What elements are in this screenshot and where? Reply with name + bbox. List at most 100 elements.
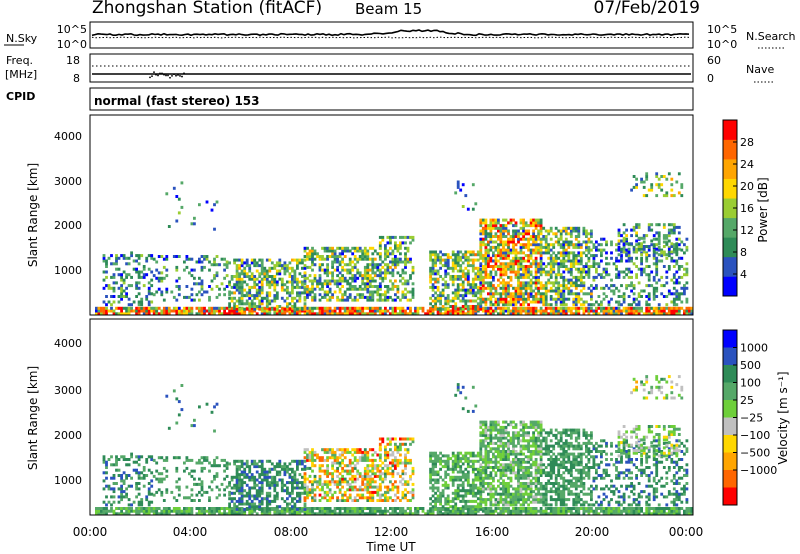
power-cell bbox=[502, 273, 505, 277]
power-cell bbox=[198, 309, 201, 313]
velocity-cell bbox=[160, 490, 164, 494]
power-cell bbox=[404, 309, 407, 313]
power-cell bbox=[529, 235, 533, 238]
noise-panel: N.Sky 10^5 10^0 10^5 10^0 N.Search bbox=[4, 21, 796, 51]
power-cell bbox=[353, 255, 357, 258]
power-cell bbox=[431, 261, 435, 265]
power-cell bbox=[504, 306, 508, 310]
power-cell bbox=[539, 286, 543, 290]
power-cell bbox=[208, 285, 211, 288]
power-cell bbox=[660, 312, 664, 316]
power-cell bbox=[632, 245, 636, 249]
velocity-cell bbox=[288, 467, 292, 471]
power-cell bbox=[313, 312, 317, 316]
velocity-cell bbox=[579, 507, 583, 510]
power-cell bbox=[582, 232, 586, 236]
power-cell bbox=[466, 272, 470, 276]
power-cell bbox=[348, 295, 352, 299]
power-cell bbox=[303, 264, 307, 268]
power-cell bbox=[185, 285, 189, 288]
power-cell bbox=[117, 267, 121, 271]
power-cell bbox=[301, 309, 304, 313]
power-cell bbox=[630, 242, 633, 246]
power-cell bbox=[512, 232, 515, 236]
power-cell bbox=[542, 237, 546, 241]
velocity-cell bbox=[107, 500, 111, 504]
power-cell bbox=[245, 258, 249, 262]
power-cell bbox=[529, 309, 533, 313]
power-cell bbox=[569, 243, 573, 247]
power-cell bbox=[615, 259, 618, 263]
power-cell bbox=[519, 281, 523, 285]
power-cell bbox=[476, 269, 480, 273]
velocity-cell bbox=[265, 473, 269, 477]
velocity-cell bbox=[378, 509, 382, 513]
power-cell bbox=[253, 305, 257, 308]
cpid-panel: CPID normal (fast stereo) 153 bbox=[6, 87, 694, 111]
velocity-cell bbox=[243, 494, 247, 498]
power-cell bbox=[567, 281, 571, 285]
velocity-cell bbox=[351, 512, 355, 516]
power-cell bbox=[552, 232, 556, 236]
velocity-cell bbox=[373, 507, 377, 510]
power-cell bbox=[492, 303, 495, 307]
velocity-cell bbox=[303, 509, 307, 513]
power-cell bbox=[547, 289, 551, 293]
power-colorbar-tick-label: 24 bbox=[740, 158, 754, 171]
power-cell bbox=[346, 279, 350, 283]
power-cell bbox=[446, 283, 450, 287]
power-cell bbox=[461, 283, 465, 287]
power-cell bbox=[487, 275, 490, 279]
velocity-cell bbox=[384, 507, 387, 510]
velocity-cell bbox=[208, 507, 211, 510]
power-cell bbox=[331, 263, 334, 267]
power-cell bbox=[597, 306, 601, 310]
power-cell bbox=[459, 288, 463, 292]
power-cell bbox=[283, 307, 287, 311]
velocity-cell bbox=[286, 470, 289, 474]
velocity-cell bbox=[165, 509, 169, 513]
power-cell bbox=[135, 281, 138, 285]
power-cell bbox=[675, 225, 679, 229]
power-cell bbox=[291, 312, 294, 316]
velocity-cell bbox=[260, 499, 264, 503]
power-cell bbox=[514, 256, 518, 260]
power-cell bbox=[255, 306, 259, 310]
velocity-cell bbox=[250, 478, 254, 482]
power-cell bbox=[572, 254, 576, 258]
power-cell bbox=[439, 299, 442, 303]
power-cell bbox=[607, 312, 611, 316]
power-cell bbox=[499, 224, 503, 228]
power-cell bbox=[132, 300, 136, 304]
velocity-cell bbox=[311, 480, 314, 484]
power-cell bbox=[105, 259, 108, 263]
power-cell bbox=[657, 242, 661, 246]
power-cell bbox=[522, 303, 525, 307]
velocity-cell bbox=[263, 473, 267, 477]
power-cell bbox=[238, 272, 241, 276]
velocity-cell bbox=[333, 469, 337, 473]
power-cell bbox=[190, 268, 194, 272]
power-cell bbox=[439, 307, 442, 311]
power-cell bbox=[331, 255, 334, 258]
power-colorbar-swatch bbox=[723, 120, 737, 140]
power-cell bbox=[97, 309, 101, 313]
power-cell bbox=[509, 312, 513, 316]
power-cell bbox=[512, 265, 515, 268]
power-cell bbox=[213, 260, 216, 264]
velocity-cell bbox=[122, 471, 126, 475]
power-cell bbox=[642, 236, 646, 240]
velocity-cell bbox=[582, 512, 586, 516]
power-cell bbox=[291, 275, 294, 278]
power-cell bbox=[336, 255, 339, 258]
velocity-cell bbox=[338, 499, 342, 502]
power-cell bbox=[112, 312, 116, 316]
velocity-cell bbox=[308, 512, 312, 516]
velocity-cell bbox=[112, 500, 116, 504]
power-cell bbox=[353, 263, 357, 267]
velocity-cell bbox=[175, 512, 179, 516]
power-cell bbox=[567, 278, 571, 282]
power-cell bbox=[268, 280, 272, 284]
velocity-cell bbox=[303, 507, 307, 511]
power-cell bbox=[404, 252, 407, 256]
